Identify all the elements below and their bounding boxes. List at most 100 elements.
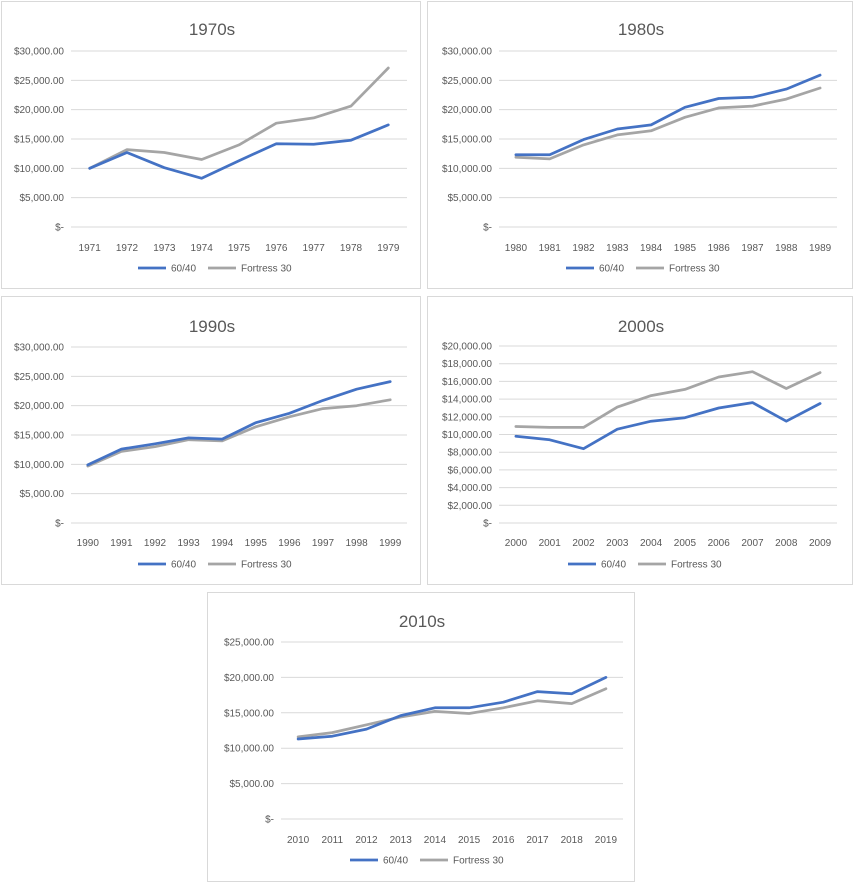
x-tick-label: 2010 (287, 835, 310, 846)
x-tick-label: 1973 (153, 243, 176, 254)
x-tick-label: 1996 (278, 538, 301, 549)
y-tick-label: $6,000.00 (448, 465, 493, 476)
x-tick-label: 1989 (809, 243, 832, 254)
x-tick-label: 2009 (809, 538, 832, 549)
x-tick-label: 1975 (228, 243, 251, 254)
y-tick-label: $- (265, 815, 274, 826)
x-tick-label: 2004 (640, 538, 663, 549)
x-tick-label: 1995 (245, 538, 268, 549)
y-tick-label: $30,000.00 (14, 47, 64, 58)
chart-svg-2000s: 2000s $20,000.00 $18,000.00 $16,000.00 $14,0… (442, 317, 837, 571)
chart-panel-1990s: 1990s $30,000.00 $25,000.00 $20,000.00 $15,0… (1, 296, 421, 585)
x-tick-label: 1981 (539, 243, 562, 254)
legend-label-fortress-30: Fortress 30 (669, 264, 720, 275)
legend-label-fortress-30: Fortress 30 (453, 856, 504, 867)
x-tick-label: 1998 (345, 538, 368, 549)
x-tick-label: 1982 (572, 243, 595, 254)
x-tick-label: 1971 (79, 243, 102, 254)
x-tick-label: 1979 (377, 243, 400, 254)
x-tick-label: 2001 (539, 538, 562, 549)
series-line-fortress-30 (86, 398, 392, 468)
series-line-60-40 (88, 123, 390, 180)
x-tick-label: 2000 (505, 538, 528, 549)
x-tick-label: 1978 (340, 243, 363, 254)
y-tick-label: $4,000.00 (448, 483, 493, 494)
y-tick-label: $12,000.00 (442, 412, 492, 423)
chart-svg-1980s: 1980s $30,000.00 $25,000.00 $20,000.00 $15,0… (442, 20, 837, 275)
y-tick-label: $5,000.00 (20, 193, 65, 204)
x-tick-label: 2008 (775, 538, 798, 549)
chart-title: 1990s (189, 317, 235, 336)
y-tick-label: $15,000.00 (14, 431, 64, 442)
x-tick-label: 1990 (77, 538, 100, 549)
x-tick-label: 2015 (458, 835, 481, 846)
legend-label-60-40: 60/40 (383, 856, 408, 867)
chart-panel-2010s: 2010s $25,000.00 $20,000.00 $15,000.00 $10,0… (207, 592, 635, 882)
chart-svg-1990s: 1990s $30,000.00 $25,000.00 $20,000.00 $15,0… (14, 317, 407, 571)
series-line-fortress-30 (296, 687, 608, 739)
series-line-60-40 (514, 73, 822, 157)
y-tick-label: $5,000.00 (20, 489, 65, 500)
y-tick-label: $20,000.00 (14, 401, 64, 412)
chart-svg-2010s: 2010s $25,000.00 $20,000.00 $15,000.00 $10,0… (224, 612, 623, 867)
y-tick-label: $18,000.00 (442, 359, 492, 370)
x-tick-label: 2006 (708, 538, 731, 549)
x-tick-label: 1994 (211, 538, 234, 549)
series-line-fortress-30 (514, 370, 822, 429)
x-tick-label: 2019 (595, 835, 618, 846)
x-tick-label: 2017 (526, 835, 549, 846)
y-tick-label: $20,000.00 (224, 673, 274, 684)
x-tick-label: 1988 (775, 243, 798, 254)
y-tick-label: $20,000.00 (14, 105, 64, 116)
y-tick-label: $25,000.00 (14, 76, 64, 87)
series-line-60-40 (514, 401, 822, 451)
y-tick-label: $- (483, 519, 492, 530)
y-tick-label: $8,000.00 (448, 448, 493, 459)
series-line-60-40 (86, 380, 392, 467)
y-tick-label: $30,000.00 (14, 343, 64, 354)
y-tick-label: $2,000.00 (448, 501, 493, 512)
y-tick-label: $15,000.00 (442, 135, 492, 146)
x-tick-label: 2016 (492, 835, 515, 846)
x-tick-label: 2007 (741, 538, 764, 549)
y-tick-label: $14,000.00 (442, 395, 492, 406)
x-tick-label: 2011 (322, 835, 344, 846)
y-tick-label: $10,000.00 (14, 460, 64, 471)
x-tick-label: 2005 (674, 538, 697, 549)
legend-label-fortress-30: Fortress 30 (241, 264, 292, 275)
y-tick-label: $15,000.00 (14, 135, 64, 146)
chart-panel-1970s: 1970s $30,000.00 $25,000.00 $20,000.00 $15,0… (1, 1, 421, 289)
x-tick-label: 2003 (606, 538, 629, 549)
y-tick-label: $10,000.00 (442, 430, 492, 441)
chart-svg-1970s: 1970s $30,000.00 $25,000.00 $20,000.00 $15,0… (14, 20, 407, 275)
x-tick-label: 1993 (177, 538, 200, 549)
chart-title: 1980s (618, 20, 664, 39)
x-tick-label: 1997 (312, 538, 335, 549)
y-tick-label: $- (55, 519, 64, 530)
y-tick-label: $10,000.00 (442, 164, 492, 175)
x-tick-label: 1977 (303, 243, 326, 254)
chart-panel-1980s: 1980s $30,000.00 $25,000.00 $20,000.00 $15,0… (427, 1, 853, 289)
y-tick-label: $- (55, 223, 64, 234)
x-tick-label: 1974 (191, 243, 214, 254)
x-tick-label: 1972 (116, 243, 139, 254)
y-tick-label: $10,000.00 (14, 164, 64, 175)
legend-label-fortress-30: Fortress 30 (671, 560, 722, 571)
legend-label-60-40: 60/40 (171, 560, 196, 571)
x-tick-label: 1985 (674, 243, 697, 254)
x-tick-label: 2014 (424, 835, 447, 846)
series-line-fortress-30 (88, 66, 390, 170)
x-tick-label: 1980 (505, 243, 528, 254)
y-tick-label: $25,000.00 (14, 372, 64, 383)
x-tick-label: 1983 (606, 243, 629, 254)
chart-title: 1970s (189, 20, 235, 39)
series-line-fortress-30 (514, 86, 822, 161)
x-tick-label: 2012 (355, 835, 378, 846)
y-tick-label: $25,000.00 (442, 76, 492, 87)
x-tick-label: 1991 (110, 538, 133, 549)
x-tick-label: 2018 (561, 835, 584, 846)
x-tick-label: 1976 (265, 243, 288, 254)
x-tick-label: 1984 (640, 243, 663, 254)
y-tick-label: $5,000.00 (230, 779, 275, 790)
legend-label-60-40: 60/40 (601, 560, 626, 571)
